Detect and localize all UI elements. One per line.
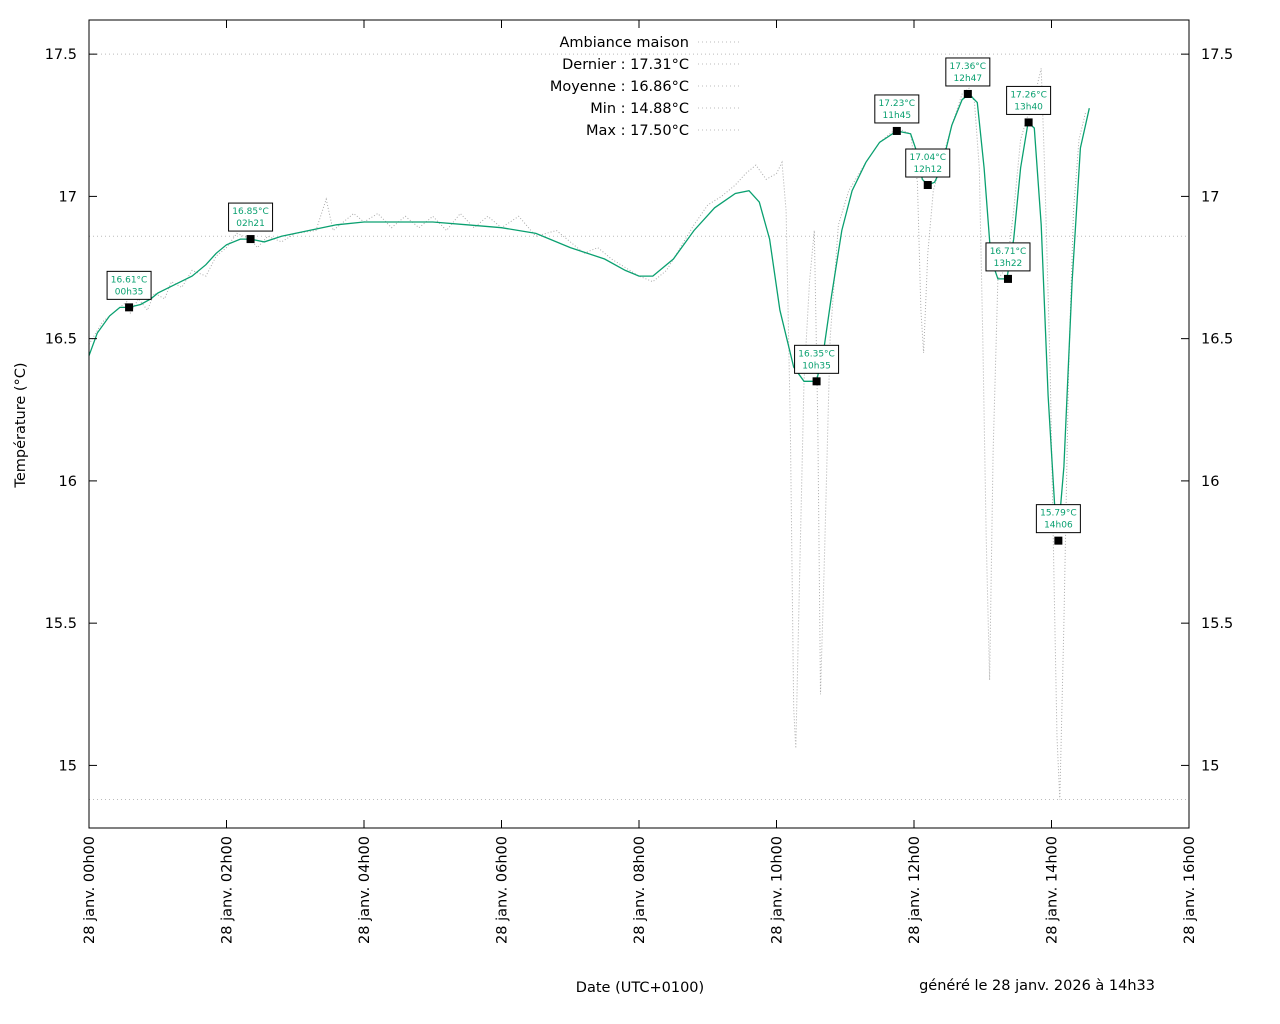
annotation-point (1003, 274, 1012, 283)
annotation-temp: 15.79°C (1040, 509, 1077, 519)
y-tick-label-right: 15 (1201, 758, 1219, 774)
x-tick-label: 28 janv. 08h00 (632, 836, 648, 944)
annotation-temp: 16.85°C (232, 207, 269, 217)
annotations-layer: 16.61°C 00h35 16.85°C 02h21 16.35°C 10h35 17.2… (106, 57, 1081, 545)
legend-entry-max: Max : 17.50°C (586, 123, 689, 139)
x-tick-label: 28 janv. 04h00 (357, 836, 373, 944)
annotation: 16.35°C 10h35 (794, 344, 840, 386)
plot-frame (88, 19, 1190, 829)
annotation-time: 10h35 (802, 361, 831, 371)
annotation-box (794, 344, 840, 374)
x-tick-label: 28 janv. 12h00 (907, 836, 923, 944)
annotation-temp: 17.36°C (950, 62, 987, 72)
x-axis-ticks: 28 janv. 00h00 28 janv. 02h00 28 janv. 04h… (82, 20, 1198, 944)
generated-timestamp: généré le 28 janv. 2026 à 14h33 (919, 978, 1155, 994)
annotation-box (905, 148, 951, 178)
x-tick-label: 28 janv. 14h00 (1045, 836, 1061, 944)
annotation-point (1054, 536, 1063, 545)
annotation-point (892, 126, 901, 135)
annotation-temp: 17.26°C (1010, 90, 1047, 100)
annotation-time: 00h35 (115, 287, 144, 297)
y-tick-label-right: 17 (1201, 189, 1219, 205)
x-tick-label: 28 janv. 00h00 (82, 836, 98, 944)
annotation-time: 12h47 (954, 74, 983, 84)
y-tick-label-right: 16.5 (1201, 332, 1233, 348)
y-tick-label-left: 17 (59, 189, 77, 205)
annotation-temp: 17.23°C (879, 99, 916, 109)
y-tick-label-left: 15.5 (45, 616, 77, 632)
legend-entry-title: Ambiance maison (559, 35, 689, 51)
annotation-time: 12h12 (913, 165, 942, 175)
annotation: 16.85°C 02h21 (228, 202, 274, 244)
annotation-box (106, 270, 152, 300)
annotation-point (246, 235, 255, 244)
annotation-box (874, 94, 920, 124)
x-tick-label: 28 janv. 10h00 (770, 836, 786, 944)
raw-series-line (88, 68, 1087, 800)
y-tick-label-left: 15 (59, 758, 77, 774)
legend-entry-dernier: Dernier : 17.31°C (562, 57, 689, 73)
x-axis-label: Date (UTC+0100) (576, 980, 704, 996)
y-tick-label-left: 17.5 (45, 47, 77, 63)
annotation-time: 13h40 (1014, 102, 1043, 112)
x-tick-label: 28 janv. 06h00 (495, 836, 511, 944)
annotation: 15.79°C 14h06 (1035, 504, 1081, 545)
annotation-box (1035, 504, 1081, 534)
annotation-point (1024, 118, 1033, 127)
annotation: 16.71°C 13h22 (985, 242, 1031, 283)
annotation: 17.36°C 12h47 (945, 57, 991, 98)
annotation: 17.23°C 11h45 (874, 94, 920, 135)
annotation-point (125, 303, 134, 312)
annotation-temp: 17.04°C (909, 153, 946, 163)
legend: Ambiance maison Dernier : 17.31°C Moyenne … (550, 35, 741, 139)
annotation-point (963, 89, 972, 98)
annotation-box (1006, 85, 1052, 115)
annotation-box (228, 202, 274, 232)
annotation-point (812, 377, 821, 386)
annotation-temp: 16.71°C (990, 247, 1027, 257)
y-tick-label-right: 16 (1201, 474, 1219, 490)
x-tick-label: 28 janv. 02h00 (220, 836, 236, 944)
annotation: 17.04°C 12h12 (905, 148, 951, 190)
y-axis-label: Température (°C) (13, 362, 29, 488)
annotation: 17.26°C 13h40 (1006, 85, 1052, 127)
annotation-time: 14h06 (1044, 521, 1073, 531)
annotation-box (985, 242, 1031, 272)
annotation: 16.61°C 00h35 (106, 270, 152, 312)
y-tick-label-right: 15.5 (1201, 616, 1233, 632)
annotation-temp: 16.61°C (111, 275, 148, 285)
y-axis-ticks: 15 15 15.5 15.5 16 16 16.5 16.5 17 17 17.5 17.5 (45, 47, 1234, 774)
legend-entry-min: Min : 14.88°C (590, 101, 689, 117)
annotation-time: 13h22 (994, 259, 1023, 269)
raw-series-layer (88, 68, 1087, 800)
annotation-box (945, 57, 991, 87)
y-tick-label-left: 16 (59, 474, 77, 490)
legend-entry-moyenne: Moyenne : 16.86°C (550, 79, 689, 95)
y-tick-label-left: 16.5 (45, 332, 77, 348)
annotation-temp: 16.35°C (798, 349, 835, 359)
annotation-point (923, 181, 932, 190)
x-tick-label: 28 janv. 16h00 (1182, 836, 1198, 944)
y-tick-label-right: 17.5 (1201, 47, 1233, 63)
annotation-time: 02h21 (236, 219, 265, 229)
reference-lines (89, 53, 1189, 801)
annotation-time: 11h45 (883, 111, 912, 121)
